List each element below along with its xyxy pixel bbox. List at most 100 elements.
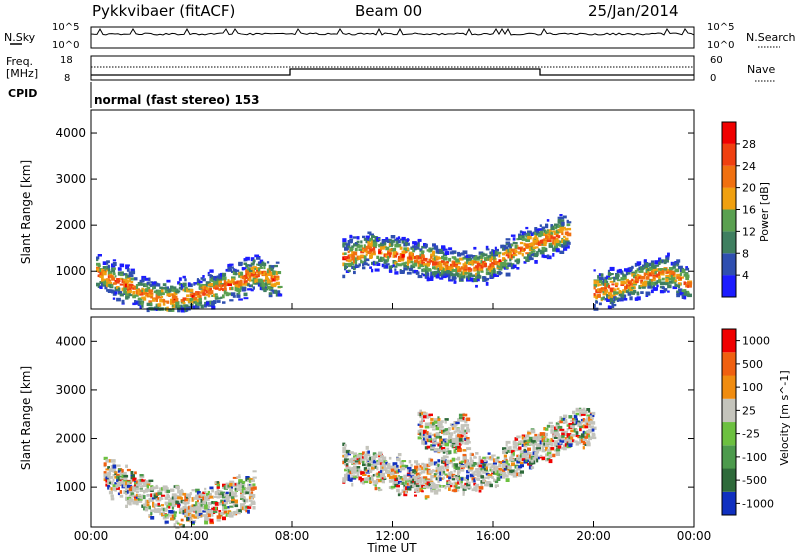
heatmap-cell: [475, 452, 479, 455]
heatmap-cell: [588, 418, 593, 422]
heatmap-cell: [424, 274, 427, 279]
heatmap-cell: [198, 505, 201, 510]
heatmap-cell: [108, 459, 112, 463]
heatmap-cell: [487, 482, 492, 485]
heatmap-cell: [153, 281, 156, 285]
heatmap-cell: [453, 256, 457, 260]
heatmap-cell: [458, 464, 462, 467]
heatmap-cell: [168, 293, 174, 296]
heatmap-cell: [518, 446, 522, 450]
heatmap-cell: [209, 495, 214, 499]
heatmap-cell: [462, 488, 467, 491]
heatmap-cell: [557, 235, 561, 239]
heatmap-cell: [114, 482, 118, 485]
heatmap-cell: [144, 502, 148, 506]
heatmap-cell: [543, 427, 546, 431]
heatmap-cell: [349, 235, 353, 238]
heatmap-cell: [107, 264, 110, 269]
heatmap-cell: [453, 422, 458, 427]
heatmap-cell: [591, 421, 596, 425]
heatmap-cell: [234, 269, 240, 272]
heatmap-cell: [247, 272, 251, 276]
heatmap-cell: [536, 242, 540, 246]
heatmap-cell: [525, 234, 528, 238]
heatmap-cell: [439, 438, 443, 443]
heatmap-cell: [363, 259, 367, 263]
heatmap-cell: [349, 451, 354, 455]
heatmap-cell: [204, 301, 207, 305]
heatmap-cell: [347, 477, 351, 482]
heatmap-cell: [659, 268, 663, 271]
heatmap-cell: [469, 459, 473, 463]
heatmap-cell: [256, 257, 261, 260]
heatmap-cell: [615, 282, 619, 286]
heatmap-cell: [231, 278, 235, 282]
heatmap-cell: [555, 451, 559, 455]
heatmap-cell: [414, 481, 418, 485]
heatmap-cell: [462, 449, 466, 452]
heatmap-cell: [254, 254, 260, 258]
heatmap-cell: [363, 261, 367, 265]
heatmap-cell: [419, 409, 422, 413]
heatmap-cell: [536, 230, 539, 233]
heatmap-cell: [417, 275, 423, 279]
heatmap-cell: [112, 297, 116, 300]
heatmap-cell: [430, 444, 433, 448]
heatmap-cell: [376, 472, 380, 476]
heatmap-cell: [184, 508, 188, 513]
heatmap-cell: [168, 288, 171, 292]
heatmap-cell: [272, 270, 277, 274]
heatmap-cell: [548, 459, 553, 464]
heatmap-cell: [187, 517, 192, 520]
heatmap-cell: [396, 263, 399, 266]
heatmap-cell: [148, 277, 151, 282]
heatmap-cell: [178, 508, 182, 512]
heatmap-cell: [471, 488, 476, 492]
heatmap-cell: [157, 296, 162, 299]
heatmap-cell: [248, 492, 254, 497]
heatmap-cell: [661, 269, 665, 274]
heatmap-cell: [152, 298, 156, 302]
cpid-label: CPID: [8, 87, 37, 100]
heatmap-cell: [455, 421, 460, 425]
heatmap-cell: [550, 429, 553, 432]
heatmap-cell: [198, 503, 202, 506]
heatmap-cell: [536, 239, 540, 244]
heatmap-cell: [225, 496, 229, 500]
heatmap-cell: [130, 277, 136, 280]
heatmap-cell: [433, 273, 437, 278]
heatmap-cell: [559, 442, 562, 445]
heatmap-cell: [457, 444, 461, 446]
heatmap-cell: [369, 458, 373, 463]
heatmap-cell: [173, 496, 176, 499]
heatmap-cell: [414, 255, 417, 260]
heatmap-cell: [399, 461, 404, 465]
heatmap-cell: [229, 266, 234, 269]
heatmap-cell: [195, 503, 198, 506]
heatmap-cell: [430, 446, 435, 450]
heatmap-cell: [353, 466, 357, 470]
heatmap-cell: [240, 485, 243, 488]
heatmap-cell: [661, 281, 667, 284]
heatmap-cell: [388, 479, 392, 483]
heatmap-cell: [166, 516, 169, 519]
heatmap-cell: [430, 253, 435, 257]
heatmap-cell: [102, 271, 105, 274]
heatmap-cell: [430, 425, 435, 429]
heatmap-cell: [534, 260, 538, 264]
heatmap-cell: [155, 305, 160, 309]
heatmap-cell: [365, 240, 368, 243]
heatmap-cell: [216, 300, 221, 303]
heatmap-cell: [155, 498, 160, 502]
y-tick-label: 2000: [55, 218, 86, 232]
heatmap-cell: [245, 271, 249, 275]
heatmap-cell: [126, 268, 130, 272]
heatmap-cell: [555, 248, 560, 253]
heatmap-cell: [137, 500, 143, 503]
heatmap-cell: [681, 269, 686, 273]
heatmap-cell: [372, 262, 376, 266]
heatmap-cell: [561, 435, 565, 438]
heatmap-cell: [487, 477, 490, 480]
heatmap-cell: [216, 297, 219, 300]
heatmap-cell: [631, 282, 635, 286]
